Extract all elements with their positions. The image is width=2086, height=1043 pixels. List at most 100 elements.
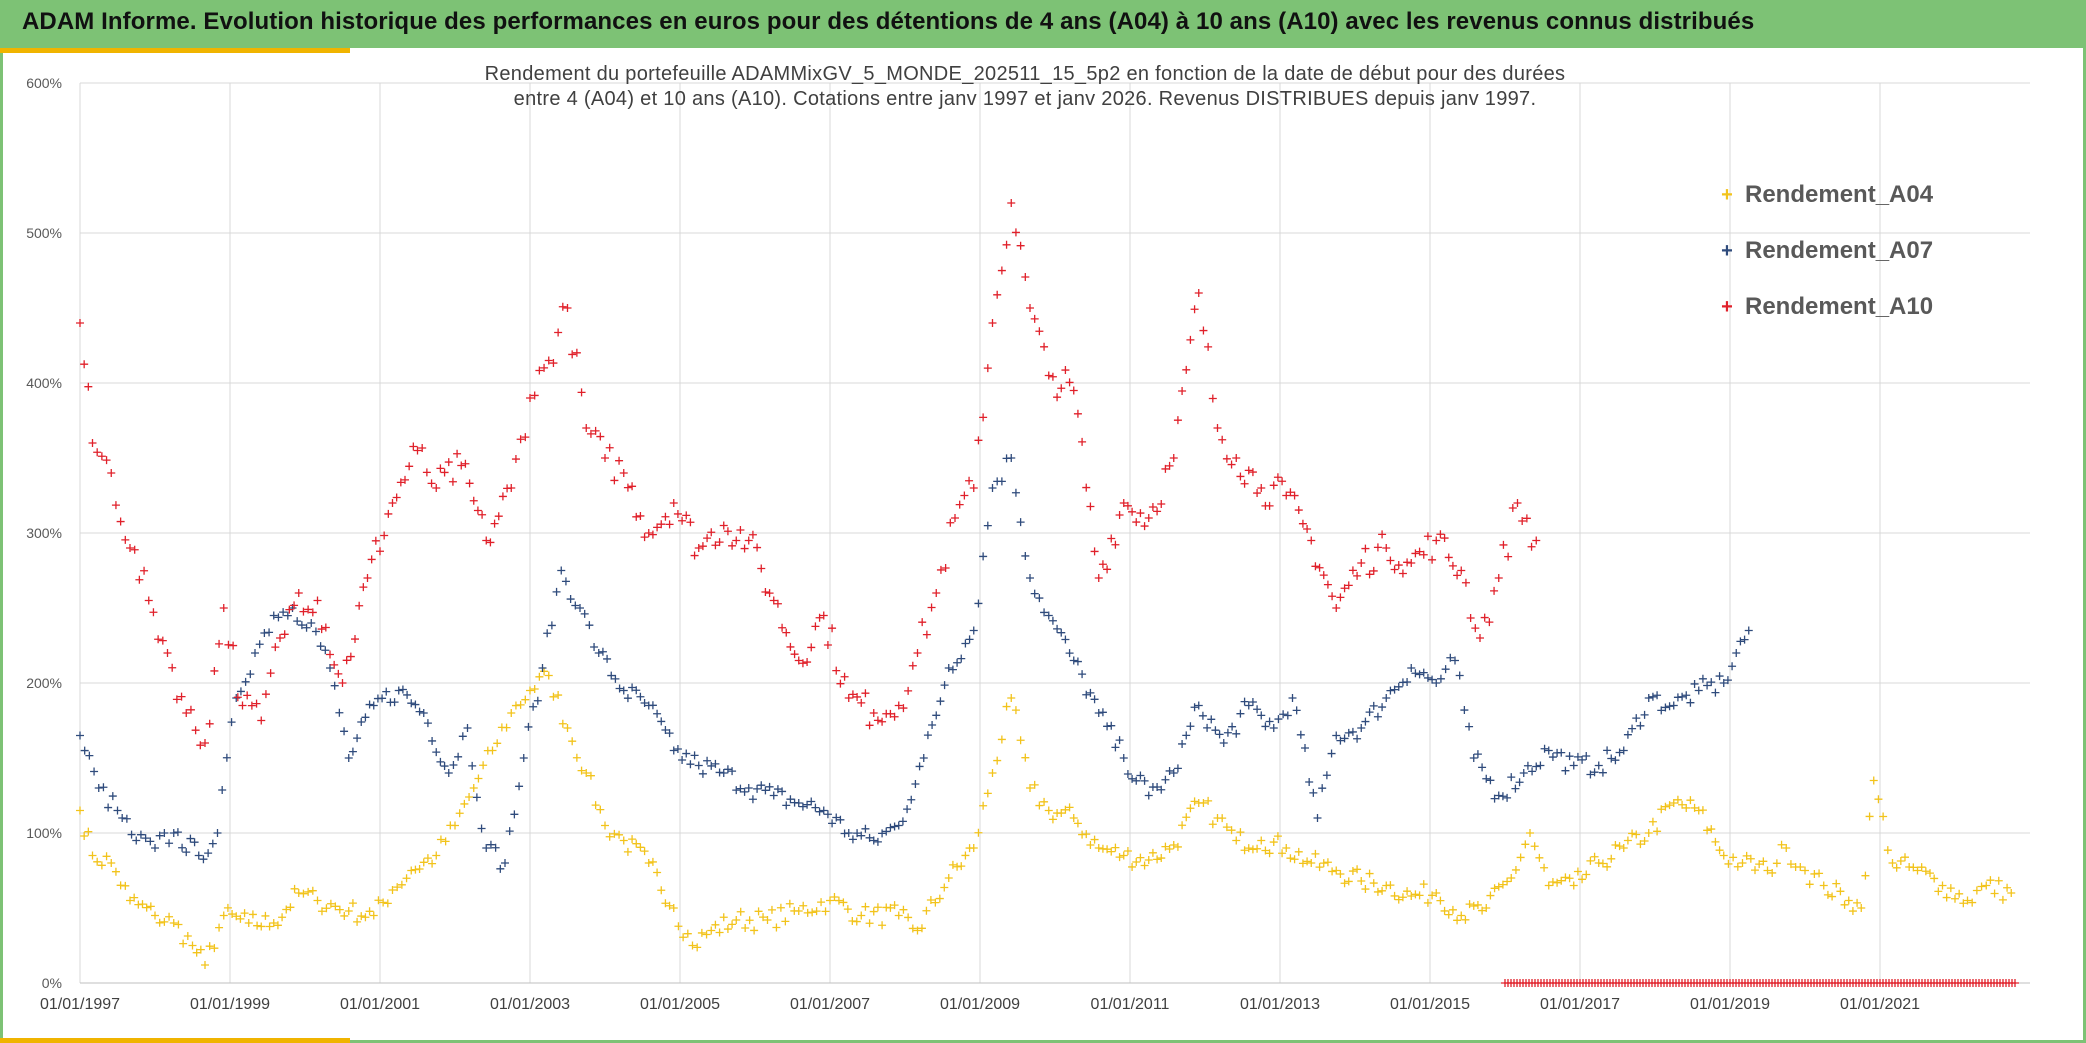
data-point <box>1021 272 1030 281</box>
data-point <box>890 822 899 831</box>
data-point <box>558 302 567 311</box>
data-point <box>236 914 245 923</box>
data-point <box>1218 435 1227 444</box>
data-point <box>1759 857 1768 866</box>
data-point <box>1657 706 1666 715</box>
data-point <box>1198 711 1207 720</box>
data-point <box>1211 726 1220 735</box>
data-point <box>948 860 957 869</box>
data-point <box>1090 835 1099 844</box>
data-point <box>657 717 666 726</box>
data-point <box>146 837 155 846</box>
data-point <box>1115 736 1124 745</box>
data-point <box>1090 547 1099 556</box>
data-point <box>744 536 753 545</box>
data-point <box>1733 862 1742 871</box>
data-point <box>596 432 605 441</box>
data-point <box>988 319 997 327</box>
data-point <box>748 530 757 539</box>
data-point <box>1111 540 1120 549</box>
data-point <box>1035 327 1044 336</box>
data-point <box>1611 840 1620 849</box>
data-point <box>688 941 697 950</box>
data-point <box>1026 784 1034 792</box>
data-point <box>1594 761 1603 770</box>
data-point <box>297 621 306 630</box>
data-point <box>1507 773 1516 782</box>
data-point <box>821 907 830 916</box>
data-point <box>371 536 380 545</box>
data-point <box>852 917 861 926</box>
y-tick-label: 300% <box>26 525 62 541</box>
data-point <box>648 530 657 539</box>
data-point <box>188 941 197 950</box>
data-point <box>88 851 97 860</box>
data-point <box>144 596 153 605</box>
data-point <box>803 800 812 809</box>
data-point <box>1473 900 1482 909</box>
data-point <box>798 659 807 668</box>
data-point <box>126 896 134 905</box>
data-point <box>857 698 866 707</box>
data-point <box>1044 611 1053 620</box>
data-point <box>419 709 428 717</box>
data-point <box>108 792 117 801</box>
data-point <box>830 892 839 901</box>
data-point <box>142 903 151 912</box>
data-point <box>997 266 1006 275</box>
data-point <box>577 388 586 397</box>
data-point <box>294 589 303 597</box>
data-point <box>1598 768 1607 777</box>
data-point <box>1282 491 1291 500</box>
data-point <box>1648 817 1657 826</box>
data-point <box>1048 815 1057 824</box>
data-point <box>1755 860 1764 869</box>
data-point <box>1353 734 1362 743</box>
data-point <box>953 658 962 667</box>
data-point <box>359 583 368 592</box>
data-point <box>1921 867 1930 876</box>
data-point <box>1590 852 1599 861</box>
data-point <box>1853 898 1862 907</box>
data-point <box>151 911 159 920</box>
data-point <box>869 836 878 845</box>
data-point <box>931 898 940 907</box>
data-point <box>1315 563 1324 572</box>
series-rendement-a04 <box>76 667 2016 969</box>
data-point <box>786 795 795 804</box>
data-point <box>107 469 116 477</box>
chart-title-line-2: entre 4 (A04) et 10 ans (A10). Cotations… <box>513 88 1537 110</box>
data-point <box>196 945 205 954</box>
data-point <box>1086 688 1095 697</box>
data-point <box>449 761 458 770</box>
data-point <box>1357 877 1366 885</box>
data-point <box>151 844 159 852</box>
data-point <box>1485 618 1494 627</box>
data-point <box>293 617 302 626</box>
data-point <box>1053 624 1062 633</box>
data-point <box>715 928 724 937</box>
data-point <box>1892 863 1901 872</box>
data-point <box>201 739 209 747</box>
data-point <box>615 830 624 839</box>
data-point <box>507 484 516 492</box>
data-point <box>379 898 388 907</box>
data-point <box>1119 851 1128 860</box>
data-point <box>811 803 820 812</box>
data-point <box>1772 859 1781 868</box>
data-point <box>415 707 424 716</box>
data-point <box>1518 516 1527 525</box>
data-point <box>165 839 174 848</box>
data-point <box>1444 553 1453 562</box>
data-point <box>591 801 600 810</box>
data-point <box>1279 710 1288 719</box>
data-point <box>1240 846 1249 855</box>
data-point <box>365 700 374 709</box>
data-point <box>1178 386 1187 395</box>
data-point <box>1098 708 1107 717</box>
data-point <box>582 769 591 777</box>
data-point <box>1182 365 1191 374</box>
data-point <box>878 921 887 930</box>
data-point <box>1938 881 1947 890</box>
data-point <box>1523 761 1532 770</box>
